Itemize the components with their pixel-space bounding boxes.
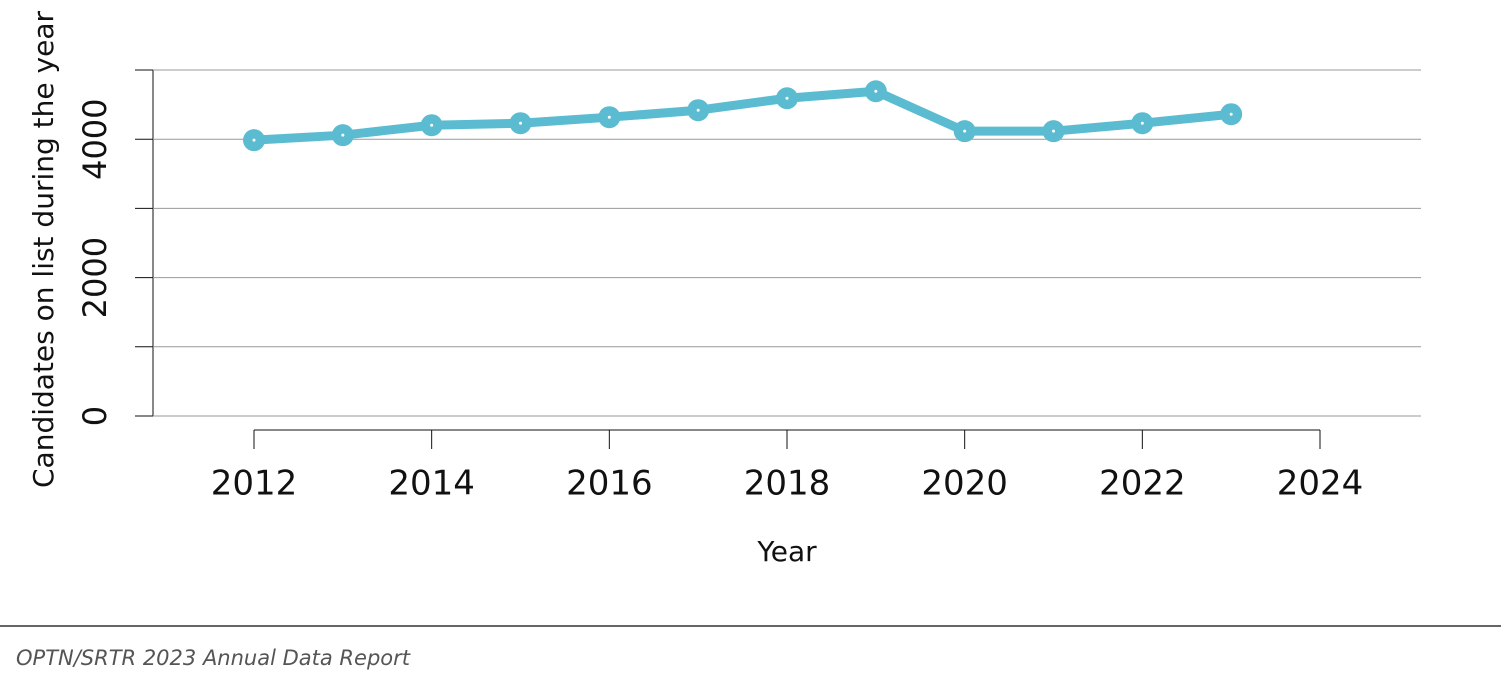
y-axis-title: Candidates on list during the year <box>27 11 60 488</box>
point-center <box>696 108 700 112</box>
data-line <box>253 86 1232 145</box>
point-center <box>963 129 967 133</box>
x-tick-label: 2014 <box>388 464 475 504</box>
y-tick-label: 4000 <box>76 98 114 179</box>
point-center <box>341 133 345 137</box>
x-tick-label: 2016 <box>566 464 653 504</box>
point-center <box>785 96 789 100</box>
point-center <box>252 138 256 142</box>
y-tick-label: 0 <box>76 406 114 426</box>
point-center <box>607 115 611 119</box>
x-tick-label: 2020 <box>921 464 1008 504</box>
point-center <box>874 89 878 93</box>
x-axis-title: Year <box>756 535 817 568</box>
x-tick-label: 2018 <box>744 464 831 504</box>
point-center <box>430 123 434 127</box>
point-center <box>519 121 522 125</box>
point-center <box>1140 121 1144 125</box>
footer: OPTN/SRTR 2023 Annual Data Report <box>16 646 411 670</box>
x-tick-label: 2012 <box>211 464 298 504</box>
point-center <box>1229 112 1233 116</box>
y-tick-label: 2000 <box>76 237 114 318</box>
point-center <box>1052 129 1055 133</box>
x-tick-label: 2022 <box>1099 464 1186 504</box>
x-tick-label: 2024 <box>1277 464 1364 504</box>
